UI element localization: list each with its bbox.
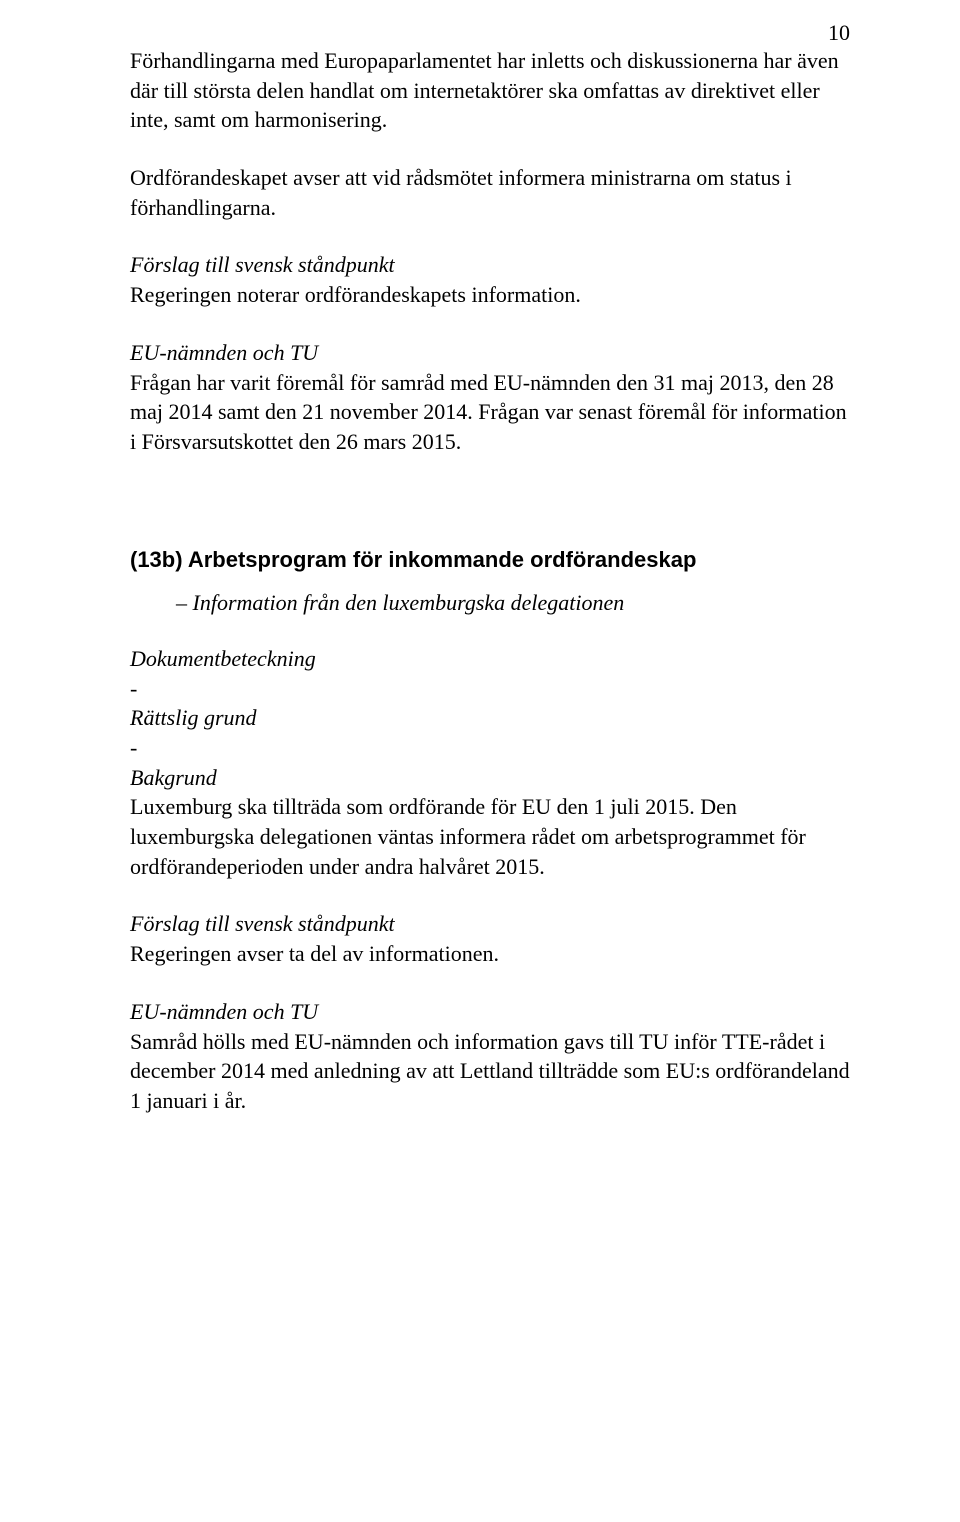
eu-namnd-block-1: EU-nämnden och TU Frågan har varit förem… [130, 338, 850, 457]
eu-namnd-body-2: Samråd hölls med EU-nämnden och informat… [130, 1027, 850, 1116]
section-heading-13b: (13b) Arbetsprogram för inkommande ordfö… [130, 545, 850, 575]
standpunkt-block-2: Förslag till svensk ståndpunkt Regeringe… [130, 909, 850, 968]
standpunkt-body-1: Regeringen noterar ordförandeskapets inf… [130, 280, 850, 310]
section-subheading-13b: – Information från den luxemburgska dele… [176, 588, 850, 618]
eu-namnd-block-2: EU-nämnden och TU Samråd hölls med EU-nä… [130, 997, 850, 1116]
rattslig-grund-label: Rättslig grund [130, 703, 850, 733]
paragraph-1: Förhandlingarna med Europaparlamentet ha… [130, 46, 850, 135]
dokumentbeteckning-value: - [130, 674, 850, 704]
standpunkt-label-1: Förslag till svensk ståndpunkt [130, 250, 850, 280]
standpunkt-label-2: Förslag till svensk ståndpunkt [130, 909, 850, 939]
document-page: 10 Förhandlingarna med Europaparlamentet… [0, 0, 960, 1522]
paragraph-2: Ordförandeskapet avser att vid rådsmötet… [130, 163, 850, 222]
rattslig-grund-value: - [130, 733, 850, 763]
bakgrund-label: Bakgrund [130, 763, 850, 793]
bakgrund-body: Luxemburg ska tillträda som ordförande f… [130, 792, 850, 881]
body-text: Förhandlingarna med Europaparlamentet ha… [130, 46, 850, 1116]
eu-namnd-body-1: Frågan har varit föremål för samråd med … [130, 368, 850, 457]
standpunkt-body-2: Regeringen avser ta del av informationen… [130, 939, 850, 969]
standpunkt-block-1: Förslag till svensk ståndpunkt Regeringe… [130, 250, 850, 309]
dokumentbeteckning-label: Dokumentbeteckning [130, 644, 850, 674]
eu-namnd-label-1: EU-nämnden och TU [130, 338, 850, 368]
page-number: 10 [828, 20, 850, 46]
eu-namnd-label-2: EU-nämnden och TU [130, 997, 850, 1027]
